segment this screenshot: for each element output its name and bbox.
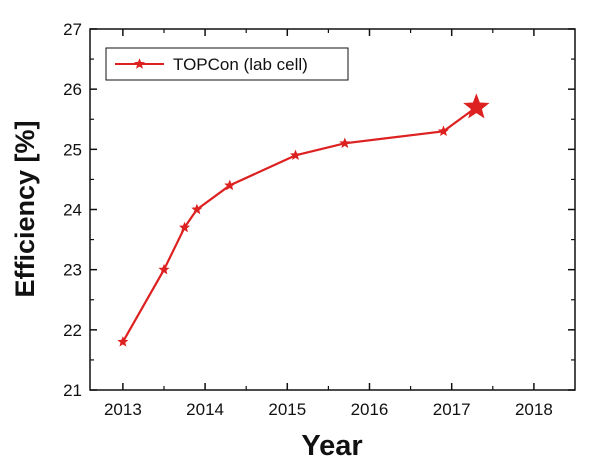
series-line (121, 106, 478, 343)
data-point-star (158, 263, 170, 275)
legend-star (133, 58, 146, 69)
y-tick-label: 25 (63, 140, 82, 159)
data-point-star (179, 221, 191, 233)
x-tick-label: 2016 (351, 400, 389, 419)
data-point-star (289, 149, 302, 161)
plot-frame (89, 28, 576, 391)
y-tick-label: 23 (63, 261, 82, 280)
series-layer (117, 93, 490, 347)
y-axis: 21 22 23 24 25 26 27 (63, 20, 575, 400)
data-point-star (224, 179, 236, 191)
data-point-star (117, 336, 129, 347)
y-tick-label: 26 (63, 80, 82, 99)
data-point-star (339, 137, 351, 149)
y-axis-title: Efficiency [%] (10, 120, 40, 297)
y-tick-label: 24 (63, 201, 82, 220)
legend-marker-star (133, 58, 146, 69)
y-tick-label: 27 (63, 20, 82, 39)
x-axis-title: Year (301, 430, 362, 462)
x-tick-label: 2013 (104, 400, 142, 419)
y-tick-label: 21 (63, 381, 82, 400)
data-point-star (191, 203, 203, 215)
x-tick-label: 2017 (433, 400, 471, 419)
y-tick-label: 22 (63, 321, 82, 340)
x-tick-label: 2018 (515, 400, 553, 419)
x-tick-label: 2015 (268, 400, 306, 419)
x-axis: 2013 2014 2015 2016 2017 2018 (104, 29, 553, 419)
legend-label: TOPCon (lab cell) (173, 55, 308, 74)
data-point-star (437, 125, 449, 136)
data-point-highlight-star (463, 93, 490, 119)
x-tick-label: 2014 (186, 400, 224, 419)
legend: TOPCon (lab cell) (105, 47, 349, 81)
